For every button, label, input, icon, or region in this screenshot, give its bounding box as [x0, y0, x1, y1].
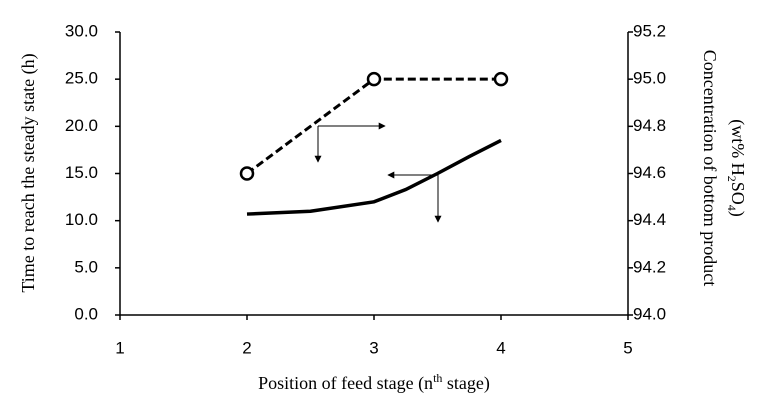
x-tick-label: 2 [242, 338, 251, 357]
x-axis-title-part: Position of feed stage (n [258, 373, 433, 394]
y2-axis-title: (wt% H2SO4) [725, 119, 748, 217]
annotation-arrows [314, 122, 442, 223]
y2-tick-label: 95.2 [633, 21, 666, 40]
x-axis-title: Position of feed stage (nth stage) [258, 371, 490, 394]
y2-title-sub: 4 [725, 205, 739, 211]
y2-tick-label: 94.0 [633, 304, 666, 323]
y-tick-label: 0.0 [74, 304, 98, 323]
line-series [246, 138, 502, 216]
y-tick-label: 25.0 [65, 69, 98, 88]
x-tick-label: 3 [369, 338, 378, 357]
y2-tick-label: 94.4 [633, 210, 666, 229]
y2-axis-title: Concentration of bottom product [700, 50, 720, 286]
y2-tick-label: 94.6 [633, 163, 666, 182]
x-axis-title-part: stage) [442, 373, 489, 394]
y2-tick-label: 95.0 [633, 69, 666, 88]
x-tick-label: 1 [115, 338, 124, 357]
y2-title-part: ) [727, 211, 748, 217]
y-tick-label: 10.0 [65, 210, 98, 229]
x-axis-title-sup: th [433, 371, 442, 385]
point [366, 71, 382, 87]
point [493, 71, 509, 87]
y-axis-title: Time to reach the steady state (h) [18, 53, 39, 292]
y-tick-label: 30.0 [65, 21, 98, 40]
y-tick-label: 20.0 [65, 116, 98, 135]
y-tick-label: 15.0 [65, 163, 98, 182]
x-tick-label: 4 [496, 338, 505, 357]
y2-tick-label: 94.8 [633, 116, 666, 135]
y2-title-part: (wt% H [727, 119, 748, 176]
point [239, 166, 255, 181]
y2-title-sub: 2 [725, 176, 739, 182]
y2-tick-label: 94.2 [633, 257, 666, 276]
y-tick-label: 5.0 [74, 257, 98, 276]
y2-title-part: SO [728, 182, 748, 205]
x-tick-label: 5 [623, 338, 632, 357]
